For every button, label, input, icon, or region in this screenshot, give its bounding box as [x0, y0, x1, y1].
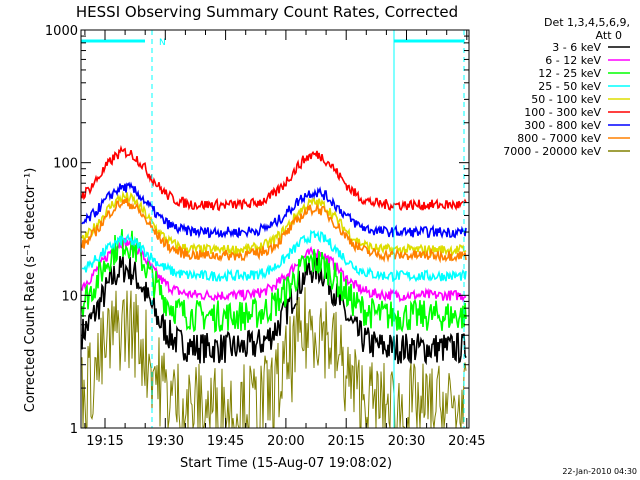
x-tick-label: 20:15: [327, 434, 364, 449]
legend-header-line1: Det 1,3,4,5,6,9,: [544, 16, 630, 29]
x-tick-label: 19:15: [86, 434, 123, 449]
series-line: [81, 252, 467, 366]
data-lines: [81, 144, 467, 430]
y-tick-label: 10: [61, 289, 78, 304]
y-tick-label: 100: [53, 157, 78, 172]
legend-label: 300 - 800 keV: [524, 119, 601, 132]
legend-header-line2: Att 0: [596, 29, 622, 42]
x-tick-label: 19:45: [207, 434, 244, 449]
y-tick-label: 1: [70, 422, 78, 437]
y-axis-label: Corrected Count Rate (s⁻¹ detector⁻¹): [23, 168, 38, 413]
legend-label: 100 - 300 keV: [524, 106, 601, 119]
series-line: [81, 197, 467, 264]
legend-label: 12 - 25 keV: [538, 67, 601, 80]
x-tick-label: 20:30: [388, 434, 425, 449]
legend-label: 800 - 7000 keV: [517, 132, 601, 145]
y-axis: 1 10 100 1000: [45, 24, 469, 437]
series-line: [81, 229, 467, 283]
x-axis-label: Start Time (15-Aug-07 19:08:02): [180, 456, 392, 471]
x-tick-label: 19:30: [147, 434, 184, 449]
plot-frame: [80, 29, 470, 429]
legend-label: 3 - 6 keV: [552, 41, 601, 54]
footer-date: 22-Jan-2010 04:30: [562, 467, 637, 476]
legend-label: 25 - 50 keV: [538, 80, 601, 93]
x-tick-label: 20:45: [448, 434, 485, 449]
flag-letter: N: [159, 38, 166, 48]
series-line: [81, 181, 467, 239]
legend-label: 50 - 100 keV: [531, 93, 601, 106]
x-axis: 19:15 19:30 19:45 20:00 20:15 20:30 20:45: [84, 30, 486, 449]
series-line: [81, 229, 467, 333]
y-tick-label: 1000: [45, 24, 78, 39]
chart-title: HESSI Observing Summary Count Rates, Cor…: [76, 3, 458, 21]
series-line: [81, 144, 467, 212]
legend-label: 7000 - 20000 keV: [503, 145, 601, 158]
legend-label: 6 - 12 keV: [545, 54, 601, 67]
x-tick-label: 20:00: [267, 434, 304, 449]
series-line: [81, 237, 467, 303]
